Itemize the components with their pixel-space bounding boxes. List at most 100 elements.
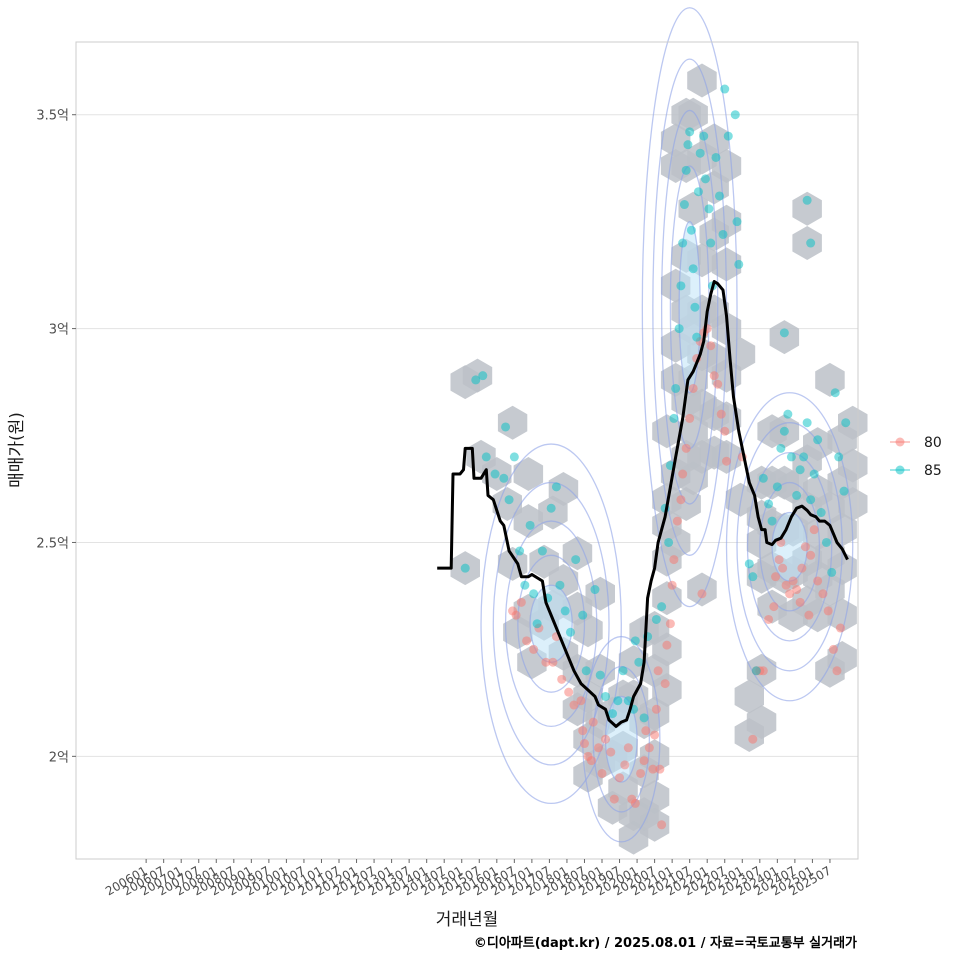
hexbin-cell: [548, 472, 579, 506]
data-point-series-80: [804, 610, 814, 620]
data-point-series-80: [557, 674, 567, 684]
data-point-series-80: [641, 726, 651, 736]
data-point-series-85: [693, 187, 703, 197]
density-contours: [480, 7, 854, 843]
data-point-series-80: [758, 666, 768, 676]
data-point-series-85: [471, 375, 481, 385]
data-point-series-80: [678, 469, 688, 479]
hexbin-cell: [462, 358, 493, 393]
data-point-series-80: [792, 585, 802, 595]
data-point-series-85: [839, 486, 849, 496]
data-point-series-85: [555, 580, 565, 590]
data-point-series-85: [744, 559, 754, 569]
data-point-series-85: [816, 508, 826, 518]
data-point-series-80: [548, 657, 558, 667]
data-point-series-85: [664, 537, 674, 547]
hexbin-cell: [513, 504, 544, 539]
data-point-series-80: [832, 666, 842, 676]
hexbin-cell: [513, 457, 544, 491]
data-point-series-85: [630, 636, 640, 646]
data-point-series-80: [660, 679, 670, 689]
data-point-series-85: [499, 473, 509, 483]
data-point-series-80: [769, 602, 779, 612]
data-point-series-80: [706, 341, 716, 351]
legend-swatch-80: [895, 437, 905, 447]
data-point-series-85: [692, 332, 702, 342]
legend-label-80: 80: [924, 435, 942, 451]
data-point-series-85: [537, 546, 547, 556]
data-point-series-80: [813, 576, 823, 586]
hexbin-cell: [711, 204, 742, 239]
hexbin-cell: [529, 544, 559, 579]
data-point-series-80: [835, 623, 845, 633]
data-point-series-85: [779, 426, 789, 436]
data-point-series-85: [748, 572, 758, 582]
data-point-series-85: [581, 666, 591, 676]
data-point-series-85: [509, 452, 519, 462]
hexbin-cell: [639, 696, 670, 731]
data-point-series-85: [546, 503, 556, 513]
hexbin-cell: [678, 97, 708, 132]
data-point-series-80: [716, 409, 726, 419]
data-point-series-80: [667, 580, 677, 590]
hexbin-cell: [827, 551, 857, 586]
data-point-series-85: [551, 482, 561, 492]
data-point-series-85: [690, 302, 700, 312]
data-point-series-80: [662, 640, 672, 650]
scatter-points: [460, 84, 851, 830]
data-point-series-80: [615, 773, 625, 783]
data-point-series-85: [711, 152, 721, 162]
y-tick-label: 2억: [49, 750, 69, 765]
data-point-series-85: [688, 264, 698, 274]
data-point-series-85: [529, 589, 539, 599]
y-axis-ticks: 2억 2.5억 3억 3.5억: [36, 109, 76, 765]
data-point-series-85: [783, 409, 793, 419]
data-point-series-80: [720, 426, 730, 436]
density-contour-left: [517, 554, 586, 693]
data-point-series-85: [806, 238, 816, 248]
trend-line-layer: [437, 280, 849, 728]
hexbin-cell: [639, 780, 670, 814]
data-point-series-85: [634, 657, 644, 667]
hexbin-cell: [573, 613, 603, 648]
data-point-series-80: [650, 730, 660, 740]
data-point-series-85: [525, 520, 535, 530]
data-point-series-80: [774, 555, 784, 565]
density-contour-bottom: [592, 665, 650, 813]
data-point-series-80: [681, 443, 691, 453]
hexbin-cell: [746, 705, 777, 740]
data-point-series-80: [522, 636, 532, 646]
data-point-series-85: [718, 229, 728, 239]
data-point-series-80: [818, 589, 828, 599]
hexbin-cell: [671, 487, 701, 521]
data-point-series-80: [823, 606, 833, 616]
data-point-series-85: [720, 84, 730, 94]
data-point-series-85: [767, 516, 777, 526]
data-point-series-80: [778, 563, 788, 573]
legend-label-85: 85: [924, 463, 942, 479]
data-point-series-80: [620, 760, 630, 770]
data-point-series-85: [504, 495, 514, 505]
data-point-series-85: [669, 413, 679, 423]
data-point-series-80: [579, 739, 589, 749]
data-point-series-85: [751, 666, 761, 676]
data-point-series-85: [565, 627, 575, 637]
hexbin-cell: [815, 362, 845, 397]
data-point-series-85: [578, 610, 588, 620]
data-point-series-80: [623, 743, 633, 753]
data-point-series-85: [618, 666, 628, 676]
density-contour-left: [480, 443, 622, 805]
density-contour-right: [759, 481, 821, 612]
data-point-series-85: [460, 563, 470, 573]
data-point-series-85: [834, 452, 844, 462]
data-point-series-85: [686, 225, 696, 235]
hexbin-cell: [827, 598, 857, 633]
plot-panel-border: [75, 41, 859, 860]
data-point-series-85: [700, 174, 710, 184]
data-point-series-85: [681, 165, 691, 175]
data-point-series-85: [481, 452, 491, 462]
data-point-series-85: [520, 580, 530, 590]
data-point-series-80: [785, 589, 795, 599]
hexbin-cell: [652, 673, 682, 707]
data-point-series-85: [779, 328, 789, 338]
